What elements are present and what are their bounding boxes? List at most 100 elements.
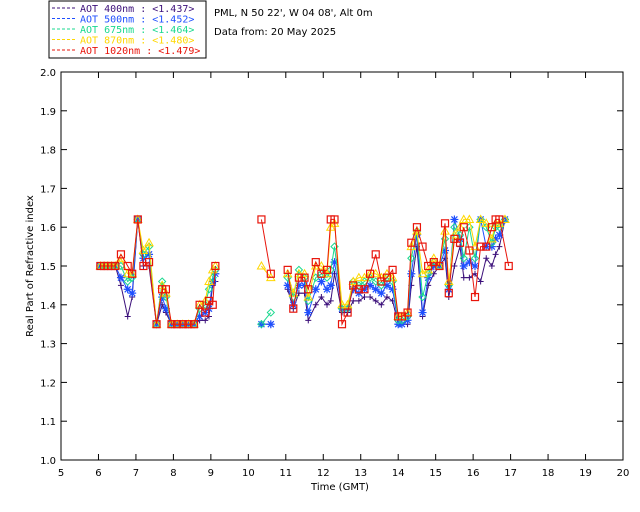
data-point bbox=[459, 223, 468, 232]
series-5 bbox=[96, 215, 513, 329]
data-point bbox=[202, 317, 209, 324]
data-point bbox=[201, 308, 210, 317]
data-point bbox=[371, 250, 380, 259]
data-point bbox=[283, 281, 292, 290]
data-point bbox=[450, 215, 459, 224]
x-tick-label: 14 bbox=[392, 468, 405, 479]
x-tick-label: 7 bbox=[133, 468, 139, 479]
data-point bbox=[466, 274, 473, 281]
data-point bbox=[133, 215, 142, 224]
x-tick-label: 5 bbox=[58, 468, 64, 479]
data-point bbox=[152, 320, 161, 329]
data-point bbox=[167, 320, 176, 329]
data-point bbox=[266, 269, 275, 278]
y-axis-label: Real Part of Refractive index bbox=[25, 195, 36, 337]
data-point bbox=[305, 317, 312, 324]
data-point bbox=[283, 265, 292, 274]
data-point bbox=[350, 297, 357, 304]
data-point bbox=[407, 269, 416, 278]
data-point bbox=[184, 320, 193, 329]
data-point bbox=[294, 281, 303, 290]
data-point bbox=[326, 281, 335, 290]
data-point bbox=[451, 263, 458, 269]
y-tick-label: 1.7 bbox=[40, 184, 56, 195]
data-point bbox=[360, 285, 369, 294]
data-point bbox=[327, 297, 334, 304]
legend-entry: AOT 870nm : <1.480> bbox=[80, 36, 194, 47]
data-point bbox=[337, 299, 347, 309]
data-point bbox=[504, 261, 513, 271]
data-point bbox=[366, 281, 375, 290]
legend-box bbox=[48, 0, 207, 59]
data-point bbox=[178, 320, 187, 329]
y-tick-label: 1.1 bbox=[40, 417, 56, 428]
data-point bbox=[337, 320, 347, 329]
x-tick-label: 16 bbox=[467, 468, 480, 479]
data-point bbox=[312, 301, 319, 308]
data-point bbox=[257, 215, 266, 224]
y-tick-label: 1.5 bbox=[40, 262, 56, 273]
data-point bbox=[161, 285, 171, 294]
data-point bbox=[144, 237, 154, 247]
data-point bbox=[266, 308, 276, 317]
data-point bbox=[458, 214, 469, 223]
data-point bbox=[294, 273, 304, 282]
data-point bbox=[440, 226, 450, 235]
x-tick-label: 17 bbox=[504, 468, 517, 479]
y-tick-label: 1.3 bbox=[40, 340, 56, 351]
data-point bbox=[459, 254, 468, 263]
y-tick-label: 2.0 bbox=[40, 68, 56, 79]
data-point bbox=[472, 270, 479, 277]
data-point bbox=[145, 250, 154, 259]
x-tick-label: 8 bbox=[170, 468, 176, 479]
data-point bbox=[372, 297, 379, 304]
data-point bbox=[330, 215, 339, 224]
data-point bbox=[465, 246, 474, 255]
data-point bbox=[460, 274, 467, 281]
x-tick-label: 11 bbox=[279, 468, 292, 479]
x-axis-label: Time (GMT) bbox=[310, 482, 369, 493]
y-tick-label: 1.8 bbox=[40, 146, 56, 157]
x-tick-label: 9 bbox=[208, 468, 214, 479]
data-point bbox=[144, 258, 154, 267]
data-point bbox=[495, 230, 504, 239]
legend-entry: AOT 1020nm : <1.479> bbox=[80, 46, 200, 57]
data-point bbox=[289, 304, 298, 313]
data-point bbox=[377, 289, 386, 298]
data-point bbox=[311, 258, 320, 267]
data-point bbox=[266, 320, 275, 329]
data-point bbox=[318, 294, 325, 301]
data-point bbox=[355, 297, 362, 304]
x-tick-label: 6 bbox=[95, 468, 101, 479]
data-point bbox=[487, 223, 496, 232]
data-point bbox=[204, 285, 214, 294]
data-point bbox=[324, 301, 331, 308]
data-point bbox=[425, 282, 432, 289]
y-tick-label: 1.2 bbox=[40, 378, 56, 389]
data-point bbox=[366, 269, 375, 278]
data-point bbox=[383, 294, 390, 301]
data-point bbox=[412, 223, 422, 232]
data-point bbox=[311, 285, 320, 294]
data-point bbox=[483, 255, 490, 262]
data-point bbox=[403, 308, 412, 317]
data-point bbox=[299, 268, 310, 278]
data-point bbox=[470, 292, 480, 302]
legend-entry: AOT 500nm : <1.452> bbox=[80, 15, 194, 26]
data-point bbox=[455, 238, 465, 247]
data-point bbox=[418, 242, 427, 251]
data-point bbox=[487, 233, 497, 243]
data-point bbox=[465, 258, 474, 267]
x-tick-label: 15 bbox=[429, 468, 442, 479]
legend-entry: AOT 675nm : <1.464> bbox=[80, 25, 194, 36]
data-point bbox=[117, 282, 124, 289]
data-point bbox=[441, 246, 450, 255]
data-point bbox=[475, 214, 486, 223]
x-tick-label: 13 bbox=[354, 468, 367, 479]
data-point bbox=[323, 285, 332, 294]
data-point bbox=[116, 273, 125, 282]
data-point bbox=[353, 272, 364, 282]
series-line bbox=[260, 219, 272, 274]
data-point bbox=[477, 278, 484, 285]
